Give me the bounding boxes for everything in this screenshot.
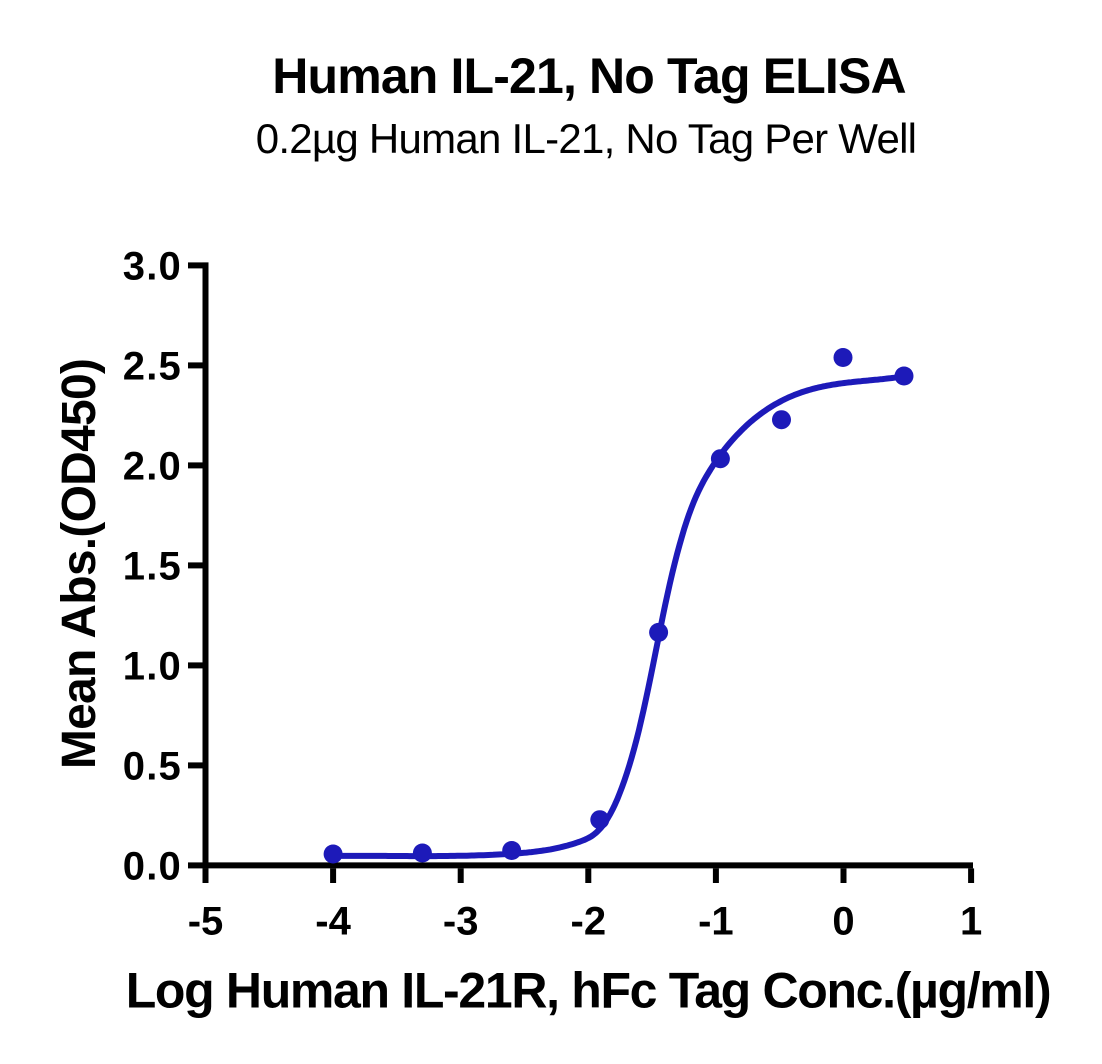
svg-text:1.0: 1.0: [123, 644, 182, 688]
svg-text:1.5: 1.5: [123, 544, 182, 588]
svg-text:2.0: 2.0: [123, 444, 182, 488]
svg-text:-2: -2: [571, 900, 607, 944]
svg-text:Human IL-21, No Tag ELISA: Human IL-21, No Tag ELISA: [272, 48, 905, 104]
svg-text:-3: -3: [443, 900, 479, 944]
svg-text:0.0: 0.0: [123, 844, 182, 888]
svg-text:Mean Abs.(OD450): Mean Abs.(OD450): [53, 359, 106, 769]
svg-text:0: 0: [832, 900, 854, 944]
svg-text:-5: -5: [188, 900, 224, 944]
svg-text:-1: -1: [698, 900, 734, 944]
svg-text:2.5: 2.5: [123, 344, 182, 388]
svg-text:0.5: 0.5: [123, 744, 182, 788]
svg-text:Log Human IL-21R, hFc Tag Conc: Log Human IL-21R, hFc Tag Conc.(µg/ml): [126, 963, 1051, 1019]
svg-text:3.0: 3.0: [123, 244, 182, 288]
svg-text:-4: -4: [315, 900, 351, 944]
svg-text:0.2µg Human IL-21, No Tag Per: 0.2µg Human IL-21, No Tag Per Well: [256, 115, 917, 162]
svg-text:1: 1: [960, 900, 982, 944]
